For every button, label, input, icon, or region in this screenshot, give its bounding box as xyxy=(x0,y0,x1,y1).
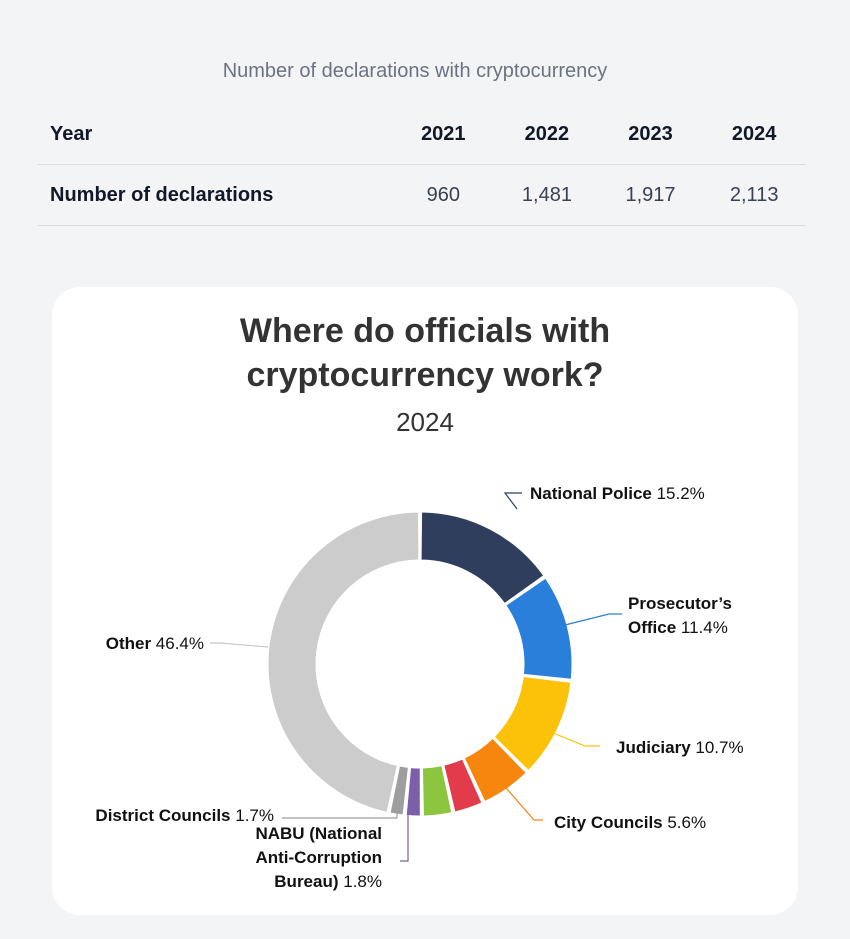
leader-line-prosecutor-s-office xyxy=(556,613,622,628)
chart-title-line-1: Where do officials with xyxy=(239,312,611,350)
chart-title: Where do officials with cryptocurrency w… xyxy=(52,309,798,397)
row-label: Number of declarations xyxy=(50,183,274,206)
header-year-2022: 2022 xyxy=(524,122,570,145)
slice-prosecutor-s-office xyxy=(505,577,573,680)
leader-line-district-councils xyxy=(282,811,398,819)
header-year-2023: 2023 xyxy=(628,122,673,145)
value-2024: 2,113 xyxy=(729,183,779,206)
value-2023: 1,917 xyxy=(625,183,676,206)
slice-city-councils xyxy=(463,737,527,803)
slice-unlabeled-4 xyxy=(443,758,483,813)
slice-label-judiciary: Judiciary 10.7% xyxy=(616,738,744,757)
header-year-2021: 2021 xyxy=(421,122,466,145)
leader-line-nabu-national-anti-corruption-bureau xyxy=(400,813,409,862)
value-2021: 960 xyxy=(426,183,460,206)
slice-judiciary xyxy=(493,676,572,772)
declarations-table: Year 2021 2022 2023 2024 Number of decla… xyxy=(38,104,806,226)
chart-subtitle: 2024 xyxy=(396,407,454,437)
slice-label-city-councils: City Councils 5.6% xyxy=(554,813,706,832)
slice-label-nabu-national-anti-corruption-bureau: NABU (National Anti-Corruption Bureau) 1.8… xyxy=(255,824,382,891)
slice-unlabeled-5 xyxy=(421,765,453,817)
leader-line-judiciary xyxy=(545,729,600,747)
slice-other xyxy=(267,511,420,813)
leader-line-national-police xyxy=(503,492,522,510)
slice-label-other: Other 46.4% xyxy=(106,634,204,653)
table-row: Number of declarations 960 1,481 1,917 2… xyxy=(38,165,806,226)
slice-district-councils xyxy=(389,765,409,816)
header-year-label: Year xyxy=(50,122,93,145)
chart-title-line-2: cryptocurrency work? xyxy=(246,356,604,394)
slice-national-police xyxy=(420,511,545,605)
chart-card: Where do officials with cryptocurrency w… xyxy=(52,287,798,915)
table-header-row: Year 2021 2022 2023 2024 xyxy=(38,104,806,165)
value-2022: 1,481 xyxy=(521,183,572,206)
slice-label-district-councils: District Councils 1.7% xyxy=(95,806,274,825)
slice-label-prosecutor-s-office: Prosecutor’s Office 11.4% xyxy=(628,594,732,637)
table-title: Number of declarations with cryptocurren… xyxy=(222,60,608,82)
slice-nabu-national-anti-corruption-bureau xyxy=(405,767,421,817)
header-year-2024: 2024 xyxy=(731,122,777,145)
leader-line-city-councils xyxy=(499,780,543,821)
leader-line-other xyxy=(210,642,269,648)
donut-chart: National Police 15.2% Prosecutor’s Office … xyxy=(95,484,744,891)
slice-label-national-police: National Police 15.2% xyxy=(530,484,705,503)
